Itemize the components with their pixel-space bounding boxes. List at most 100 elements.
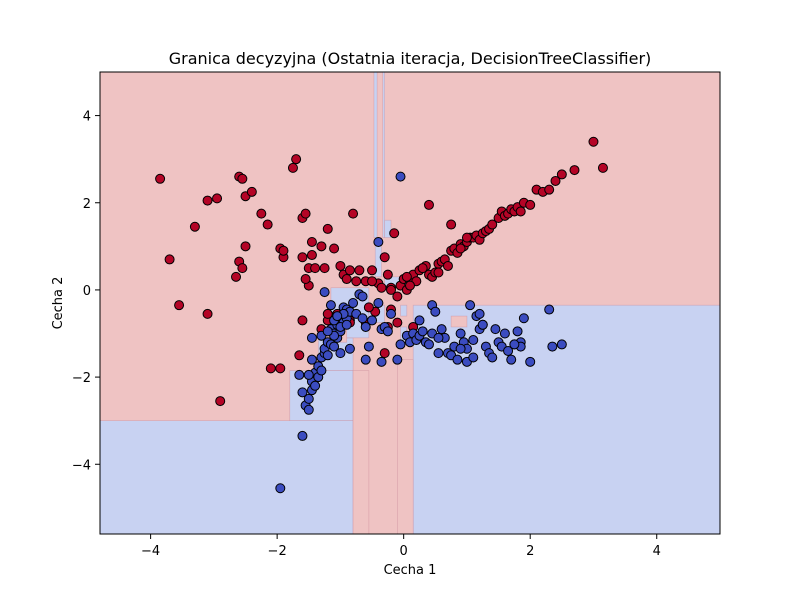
point-red-47 — [379, 252, 390, 263]
region-blue-10 — [384, 219, 392, 238]
point-red-21 — [287, 162, 298, 173]
point-red-113 — [379, 348, 390, 359]
point-red-115 — [202, 308, 213, 319]
point-red-50 — [389, 228, 400, 239]
point-blue-91 — [382, 326, 393, 337]
point-blue-99 — [477, 319, 488, 330]
point-red-2 — [174, 300, 185, 311]
point-red-102 — [297, 315, 308, 326]
region-blue-5 — [412, 304, 720, 534]
point-blue-84 — [547, 341, 558, 352]
point-red-122 — [386, 284, 397, 295]
point-blue-61 — [455, 328, 466, 339]
point-blue-60 — [452, 354, 463, 365]
point-red-6 — [215, 396, 226, 407]
point-red-14 — [246, 186, 257, 197]
point-red-17 — [265, 363, 276, 374]
point-blue-79 — [512, 326, 523, 337]
region-blue-8 — [373, 72, 378, 238]
point-red-38 — [341, 274, 352, 285]
point-blue-98 — [509, 339, 520, 350]
point-red-0 — [155, 173, 166, 184]
point-blue-94 — [433, 332, 444, 343]
point-red-108 — [392, 317, 403, 328]
point-red-95 — [550, 175, 561, 186]
point-red-121 — [446, 219, 457, 230]
point-red-16 — [262, 219, 273, 230]
point-red-91 — [525, 199, 536, 210]
point-red-130 — [455, 243, 466, 254]
point-blue-88 — [360, 321, 371, 332]
point-red-126 — [401, 271, 412, 282]
point-red-81 — [487, 219, 498, 230]
y-axis-label: Cecha 2 — [51, 277, 66, 330]
region-red-15 — [450, 315, 468, 328]
point-blue-72 — [490, 324, 501, 335]
point-red-3 — [189, 221, 200, 232]
region-blue-0 — [100, 420, 354, 534]
point-blue-35 — [360, 354, 371, 365]
plot-frame — [99, 71, 721, 535]
x-axis-ticks: −4 −2 0 2 4 — [141, 534, 661, 559]
x-tick-label: −2 — [268, 544, 287, 559]
point-red-20 — [278, 245, 289, 256]
y-tick-label: 2 — [83, 197, 91, 212]
point-blue-54 — [433, 348, 444, 359]
point-red-32 — [316, 241, 327, 252]
point-red-128 — [417, 263, 428, 274]
point-blue-117 — [303, 369, 314, 380]
point-blue-49 — [417, 326, 428, 337]
point-blue-53 — [430, 306, 441, 317]
point-red-97 — [569, 165, 580, 176]
point-red-116 — [275, 363, 286, 374]
chart-title: Granica decyzyjna (Ostatnia iteracja, De… — [169, 49, 652, 68]
y-tick-label: −2 — [72, 371, 91, 386]
point-blue-112 — [341, 319, 352, 330]
region-red-13 — [352, 370, 370, 534]
point-blue-11 — [316, 365, 327, 376]
point-blue-16 — [322, 350, 333, 361]
point-red-101 — [461, 232, 472, 243]
point-red-22 — [291, 154, 302, 165]
point-red-28 — [306, 250, 317, 261]
point-red-42 — [354, 265, 365, 276]
point-red-99 — [597, 162, 608, 173]
point-blue-85 — [556, 339, 567, 350]
point-blue-76 — [503, 345, 514, 356]
point-red-40 — [348, 208, 359, 219]
point-red-48 — [382, 269, 393, 280]
point-blue-115 — [319, 287, 330, 298]
point-red-8 — [237, 173, 248, 184]
decision-regions — [100, 72, 720, 534]
point-red-46 — [376, 282, 387, 293]
x-axis-label: Cecha 1 — [384, 563, 437, 578]
point-blue-42 — [392, 354, 403, 365]
scatter-points — [155, 136, 608, 494]
point-red-33 — [319, 263, 330, 274]
point-blue-86 — [395, 171, 406, 182]
point-red-13 — [231, 271, 242, 282]
point-blue-64 — [465, 300, 476, 311]
point-red-29 — [306, 236, 317, 247]
point-blue-107 — [306, 354, 317, 365]
point-red-96 — [556, 169, 567, 180]
point-blue-55 — [436, 324, 447, 335]
point-red-36 — [335, 260, 346, 271]
point-red-35 — [329, 243, 340, 254]
point-red-4 — [202, 195, 213, 206]
y-tick-label: 4 — [83, 110, 91, 125]
x-tick-label: 2 — [526, 544, 534, 559]
point-red-39 — [344, 265, 355, 276]
point-blue-116 — [306, 332, 317, 343]
point-red-129 — [433, 267, 444, 278]
point-blue-37 — [367, 315, 378, 326]
point-blue-36 — [363, 341, 374, 352]
point-red-120 — [423, 199, 434, 210]
point-red-44 — [367, 265, 378, 276]
point-red-26 — [297, 252, 308, 263]
point-blue-41 — [386, 308, 397, 319]
point-red-5 — [212, 193, 223, 204]
point-blue-3 — [303, 404, 314, 415]
point-blue-106 — [297, 387, 308, 398]
